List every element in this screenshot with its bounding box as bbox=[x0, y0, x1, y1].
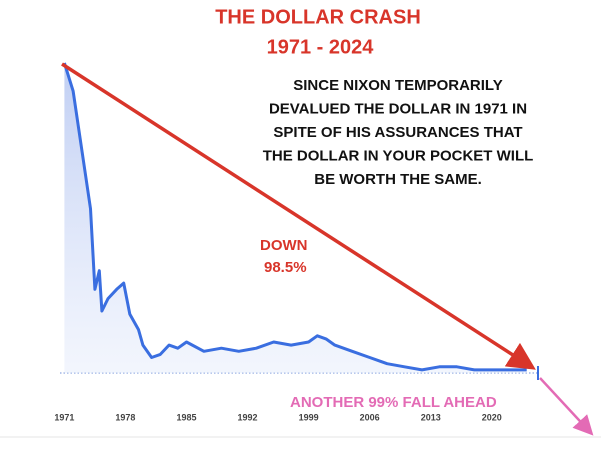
x-tick-label: 1978 bbox=[115, 412, 135, 422]
annotation: SINCE NIXON TEMPORARILY DEVALUED THE DOLL… bbox=[263, 77, 534, 188]
annotation-line: SPITE OF HIS ASSURANCES THAT bbox=[273, 124, 522, 141]
annotation-line: THE DOLLAR IN YOUR POCKET WILL bbox=[263, 147, 534, 164]
forecast-label: ANOTHER 99% FALL AHEAD bbox=[290, 394, 497, 411]
x-tick-label: 2013 bbox=[421, 412, 441, 422]
trend-arrow bbox=[61, 62, 536, 370]
x-tick-label: 2006 bbox=[360, 412, 380, 422]
annotation-line: SINCE NIXON TEMPORARILY bbox=[293, 77, 502, 94]
x-tick-label: 1999 bbox=[299, 412, 319, 422]
forecast-arrow bbox=[539, 377, 594, 436]
x-tick-label: 2020 bbox=[482, 412, 502, 422]
annotation-line: DEVALUED THE DOLLAR IN 1971 IN bbox=[269, 100, 527, 117]
x-tick-label: 1992 bbox=[238, 412, 258, 422]
chart-title: THE DOLLAR CRASH bbox=[215, 6, 421, 28]
x-tick-label: 1971 bbox=[54, 412, 74, 422]
chart-subtitle: 1971 - 2024 bbox=[267, 36, 375, 58]
annotation-line: BE WORTH THE SAME. bbox=[314, 171, 482, 188]
area bbox=[64, 63, 527, 373]
line bbox=[62, 62, 527, 372]
drop-label: DOWN bbox=[260, 237, 308, 254]
x-tick-label: 1985 bbox=[176, 412, 196, 422]
drop-value: 98.5% bbox=[264, 259, 307, 276]
